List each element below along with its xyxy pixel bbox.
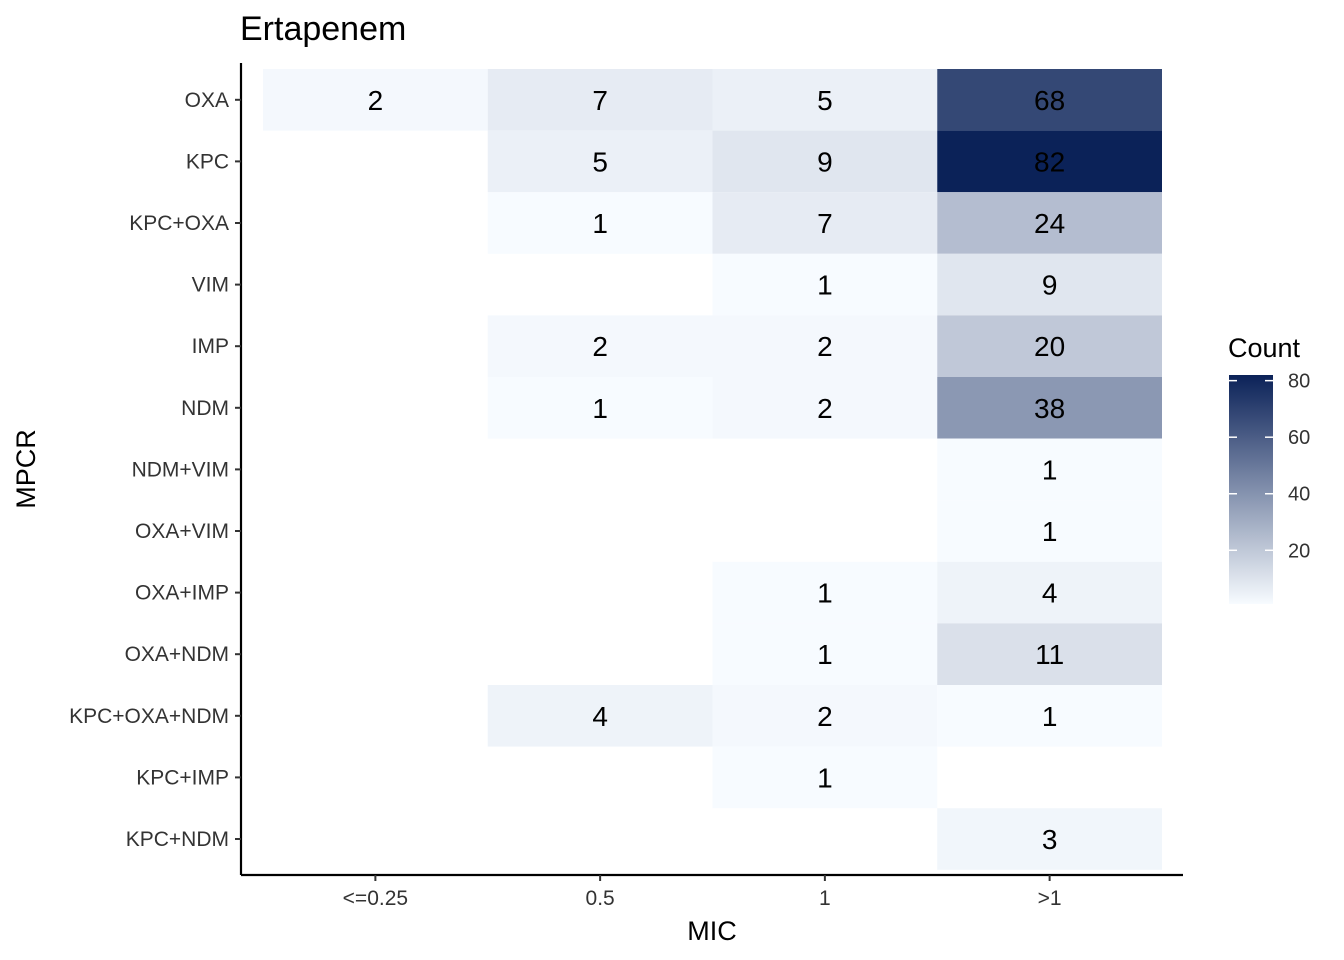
heatmap-cell [487,377,713,439]
y-tick-label: OXA+NDM [125,643,229,666]
heatmap-cell [937,130,1162,193]
x-tick-label: 1 [819,887,831,910]
cell-value-label: 68 [1034,85,1065,116]
y-tick-label: NDM [181,397,229,420]
heatmap-cell [487,69,713,131]
y-tick-label: OXA [185,89,229,112]
cell-value-label: 2 [817,331,833,362]
heatmap-cell [712,623,938,685]
heatmap-cell [937,69,1162,131]
cell-value-label: 1 [1042,454,1058,485]
x-tick-label: >1 [1038,887,1062,910]
cell-value-label: 4 [592,701,608,732]
cell-value-label: 9 [1042,270,1058,301]
cell-value-label: 1 [817,270,833,301]
heatmap-cell [487,685,713,747]
legend-tick-label: 80 [1288,371,1310,393]
legend-title: Count [1228,333,1301,363]
cell-value-label: 5 [817,85,833,116]
x-tick-label: <=0.25 [343,887,408,910]
cell-value-label: 1 [592,208,608,239]
cell-value-label: 1 [1042,701,1058,732]
cell-value-label: 2 [817,393,833,424]
y-tick-label: NDM+VIM [132,458,229,481]
cell-value-label: 24 [1034,208,1065,239]
y-axis-title: MPCR [11,429,41,509]
legend-ticks: 20 40 60 80 [1229,371,1310,562]
cell-value-label: 4 [1042,578,1058,609]
legend: Count 20 40 60 80 [1228,333,1310,604]
heatmap-cell [263,69,488,131]
cell-value-label: 38 [1034,393,1065,424]
x-tick-label: 0.5 [586,887,615,910]
heatmap-cell [937,808,1162,870]
cell-value-label: 7 [592,85,608,116]
y-tick-label: KPC [186,150,229,173]
cell-value-label: 2 [817,701,833,732]
heatmap-cell [937,685,1162,747]
heatmap-cell [937,192,1162,254]
cell-value-label: 3 [1042,824,1058,855]
y-axis: OXA KPC KPC+OXA VIM IMP NDM NDM+VIM OXA+VIM OXA+… [69,63,243,875]
y-tick-label: OXA+VIM [135,520,229,543]
cell-value-label: 7 [817,208,833,239]
heatmap-cell [487,130,713,193]
x-axis-title: MIC [687,916,737,946]
y-tick-label: VIM [192,274,229,297]
x-axis: <=0.25 0.5 1 >1 [241,873,1183,910]
heatmap-cells [263,69,1162,870]
chart-title: Ertapenem [240,10,406,48]
heatmap-cell [712,253,938,316]
cell-value-label: 82 [1034,146,1065,177]
heatmap-cell [937,315,1162,377]
cell-value-label: 1 [592,393,608,424]
cell-value-label: 2 [592,331,608,362]
cell-value-label: 11 [1035,639,1064,670]
cell-value-label: 1 [817,578,833,609]
heatmap-cell [937,623,1162,685]
heatmap-cell [937,377,1162,439]
y-tick-label: KPC+NDM [126,828,229,851]
heatmap-cell [712,69,938,131]
legend-tick-label: 40 [1288,484,1310,506]
heatmap-cell [937,500,1162,562]
y-tick-label: KPC+IMP [136,766,229,789]
heatmap-cell [937,438,1162,501]
heatmap-cell [712,685,938,747]
y-tick-label: KPC+OXA+NDM [69,705,229,728]
y-tick-label: OXA+IMP [135,582,229,605]
heatmap-cell [712,315,938,377]
cell-value-label: 9 [817,146,833,177]
heatmap-cell [487,315,713,377]
heatmap-cell [712,192,938,254]
cell-value-label: 5 [592,146,608,177]
heatmap-cell [712,746,938,809]
heatmap-cell [487,192,713,254]
y-tick-label: IMP [192,335,229,358]
cell-value-label: 1 [817,762,833,793]
heatmap-cell [937,561,1162,624]
legend-tick-label: 60 [1288,427,1310,449]
cell-value-label: 2 [368,85,384,116]
cell-value-label: 1 [817,639,833,670]
heatmap-cell [712,561,938,624]
heatmap-cell [937,253,1162,316]
cell-value-label: 1 [1042,516,1058,547]
legend-tick-label: 20 [1288,540,1310,562]
heatmap-cell [712,130,938,193]
y-tick-label: KPC+OXA [129,212,229,235]
heatmap-cell [712,377,938,439]
legend-colorbar [1229,375,1273,604]
cell-value-label: 20 [1034,331,1065,362]
